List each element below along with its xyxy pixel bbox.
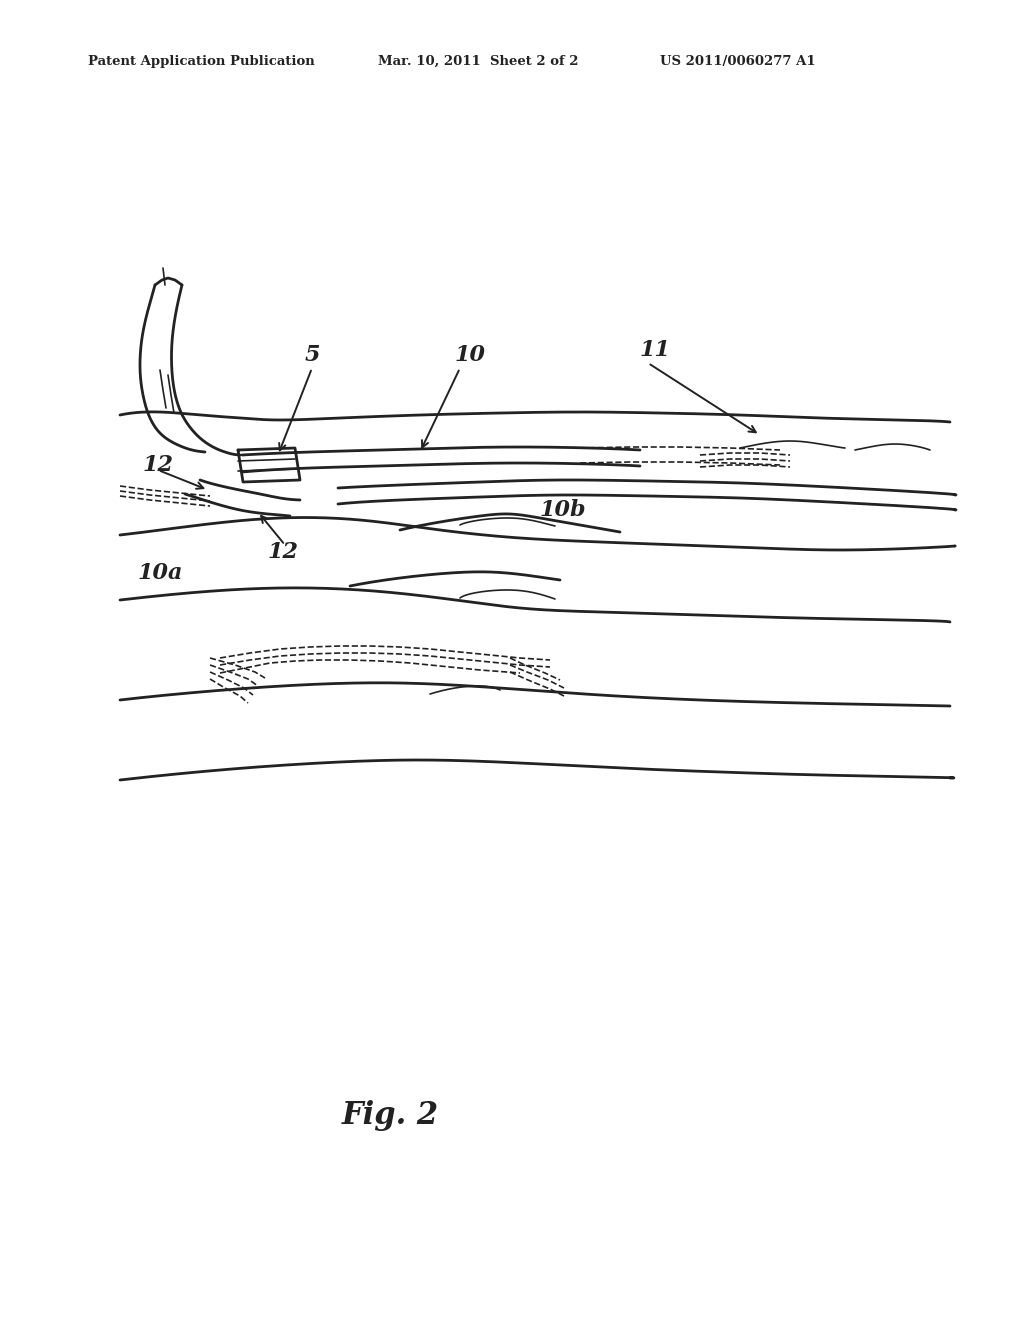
Text: Mar. 10, 2011  Sheet 2 of 2: Mar. 10, 2011 Sheet 2 of 2	[378, 55, 579, 69]
Text: Fig. 2: Fig. 2	[341, 1100, 438, 1131]
Text: 12: 12	[268, 541, 299, 564]
Text: Patent Application Publication: Patent Application Publication	[88, 55, 314, 69]
Text: 10b: 10b	[540, 499, 587, 521]
Text: 11: 11	[640, 339, 671, 360]
Text: 5: 5	[305, 345, 321, 366]
Text: US 2011/0060277 A1: US 2011/0060277 A1	[660, 55, 816, 69]
Text: 12: 12	[143, 454, 174, 477]
Text: 10a: 10a	[138, 562, 183, 583]
Text: 10: 10	[455, 345, 486, 366]
